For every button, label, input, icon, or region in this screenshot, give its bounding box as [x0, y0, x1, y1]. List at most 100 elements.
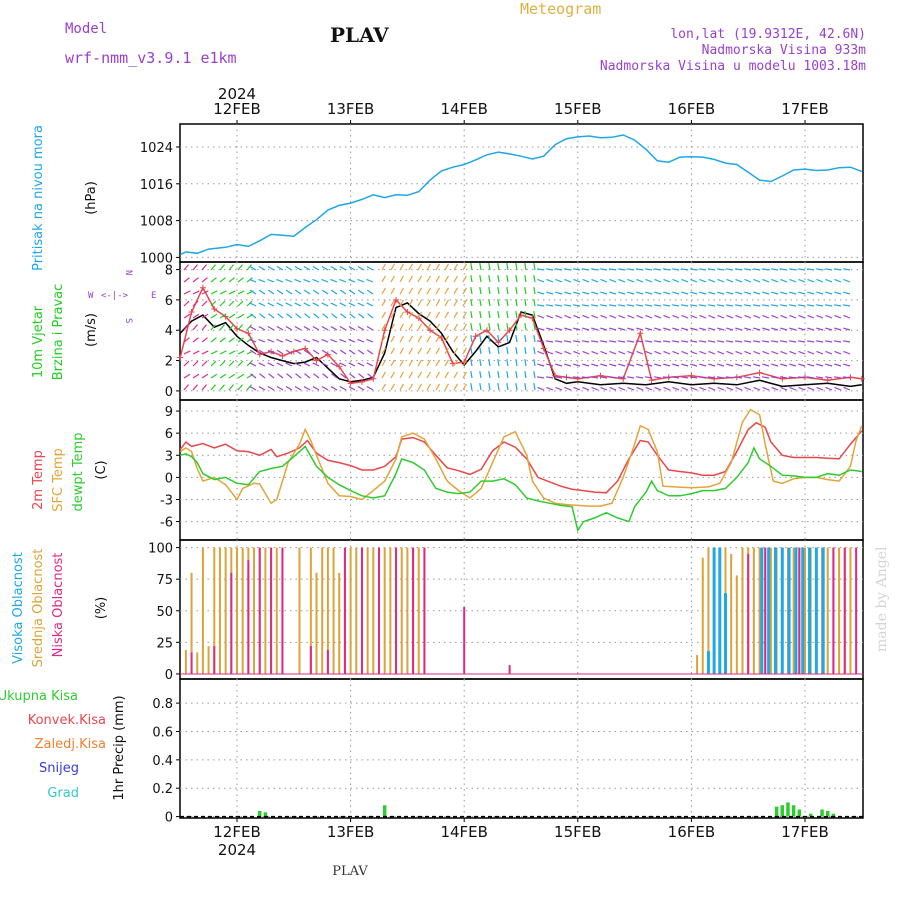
wind-arrow — [533, 310, 536, 319]
wind-arrow — [573, 350, 581, 355]
wind-arrow — [277, 313, 284, 319]
wind-arrow — [635, 304, 644, 307]
wind-arrow — [753, 350, 761, 355]
wind-arrow — [366, 338, 374, 343]
wind-arrow — [330, 278, 338, 283]
wind-arrow — [228, 324, 234, 331]
wind-arrow — [294, 325, 302, 331]
wind-arrow — [258, 362, 266, 367]
wind-arrow — [321, 349, 329, 355]
wind-arrow — [390, 347, 396, 355]
wind-arrow — [627, 278, 635, 283]
wind-arrow — [497, 286, 500, 295]
wind-arrow — [294, 385, 302, 391]
wind-arrow — [479, 262, 482, 271]
wind-arrow — [608, 304, 617, 307]
wind-arrow — [717, 327, 725, 331]
wind-arrow — [488, 274, 491, 283]
wind-arrow — [762, 386, 770, 391]
wind-arrow — [277, 373, 284, 379]
wind-arrow — [237, 373, 245, 379]
wind-arrow — [636, 291, 644, 295]
wind-arrow — [735, 291, 743, 295]
wind-arrow — [295, 373, 302, 379]
wind-arrow — [417, 371, 423, 379]
wind-arrow — [627, 363, 635, 367]
series-line-2m-temp — [179, 421, 863, 494]
wind-arrow — [340, 313, 347, 319]
wind-arrow — [258, 325, 266, 331]
wind-arrow — [470, 274, 473, 283]
wind-arrow — [390, 299, 396, 307]
wind-arrow — [663, 327, 671, 331]
day-label-top: 14FEB — [440, 100, 487, 118]
gust-marker — [245, 330, 252, 337]
bar-srednja-oblacnost — [201, 547, 204, 674]
wind-arrow — [381, 383, 387, 391]
wind-arrow — [348, 278, 356, 283]
wind-arrow — [515, 286, 518, 295]
wind-arrow — [462, 371, 468, 379]
bar-srednja-oblacnost — [315, 572, 318, 674]
wind-arrow — [762, 314, 770, 319]
wind-arrow — [681, 350, 689, 355]
wind-arrow — [390, 359, 396, 367]
wind-arrow — [734, 376, 743, 379]
temp2m-label: 2m Temp — [31, 450, 46, 510]
wind-arrow — [563, 340, 572, 343]
wind-arrow — [645, 386, 653, 391]
wind-arrow — [761, 376, 770, 379]
wind-arrow — [237, 313, 245, 319]
wind-arrow — [672, 386, 680, 391]
bar-niska-oblacnost — [508, 665, 511, 674]
wind-arrow — [313, 373, 320, 379]
bar-srednja-oblacnost — [406, 547, 409, 674]
wind-arrow — [663, 278, 671, 283]
wind-arrow — [717, 291, 725, 295]
wind-arrow — [699, 363, 707, 367]
wind-arrow — [626, 340, 635, 343]
wind-arrow — [824, 376, 833, 379]
wind-arrow — [453, 371, 459, 379]
wind-arrow — [381, 287, 387, 295]
bar-srednja-oblacnost — [236, 547, 238, 674]
gust-marker — [597, 372, 604, 379]
wind-arrow — [294, 289, 302, 295]
wind-arrow — [321, 325, 329, 331]
wind-arrow — [573, 327, 581, 331]
wind-arrow — [834, 291, 842, 295]
wind-arrow — [381, 311, 387, 319]
wind-arrow — [725, 268, 734, 271]
wind-arrow — [210, 384, 216, 391]
bar-srednja-oblacnost — [218, 547, 221, 674]
y-tick-label: 50 — [156, 605, 173, 620]
bar-srednja-oblacnost — [838, 547, 841, 674]
wind-arrow — [537, 291, 545, 295]
gust-marker — [858, 375, 865, 382]
wind-arrow — [824, 268, 833, 271]
bar-niska-oblacnost — [463, 606, 466, 674]
wind-arrow — [662, 376, 671, 379]
wind-arrow — [662, 268, 671, 271]
wind-arrow — [771, 291, 779, 295]
wind-arrow — [563, 376, 572, 379]
wind-arrow — [426, 299, 432, 307]
wind-arrow — [533, 274, 536, 283]
wind-arrow — [367, 313, 374, 319]
bar-srednja-oblacnost — [196, 652, 199, 674]
wind-arrow — [546, 327, 554, 331]
wind-arrow — [533, 286, 536, 295]
wind-arrow — [789, 291, 797, 295]
wind-arrow — [219, 264, 225, 271]
wind-arrow — [752, 376, 761, 379]
gust-marker — [313, 357, 320, 364]
wind-arrow — [488, 310, 491, 319]
gust-marker — [427, 327, 434, 334]
bar-srednja-oblacnost — [275, 547, 278, 674]
wind-arrow — [479, 286, 482, 295]
wind-arrow — [183, 384, 189, 391]
wind-arrow — [698, 340, 707, 343]
rain-conv-label: Konvek.Kisa — [28, 713, 106, 728]
wind-arrow — [330, 302, 338, 307]
wind-arrow — [690, 350, 698, 355]
